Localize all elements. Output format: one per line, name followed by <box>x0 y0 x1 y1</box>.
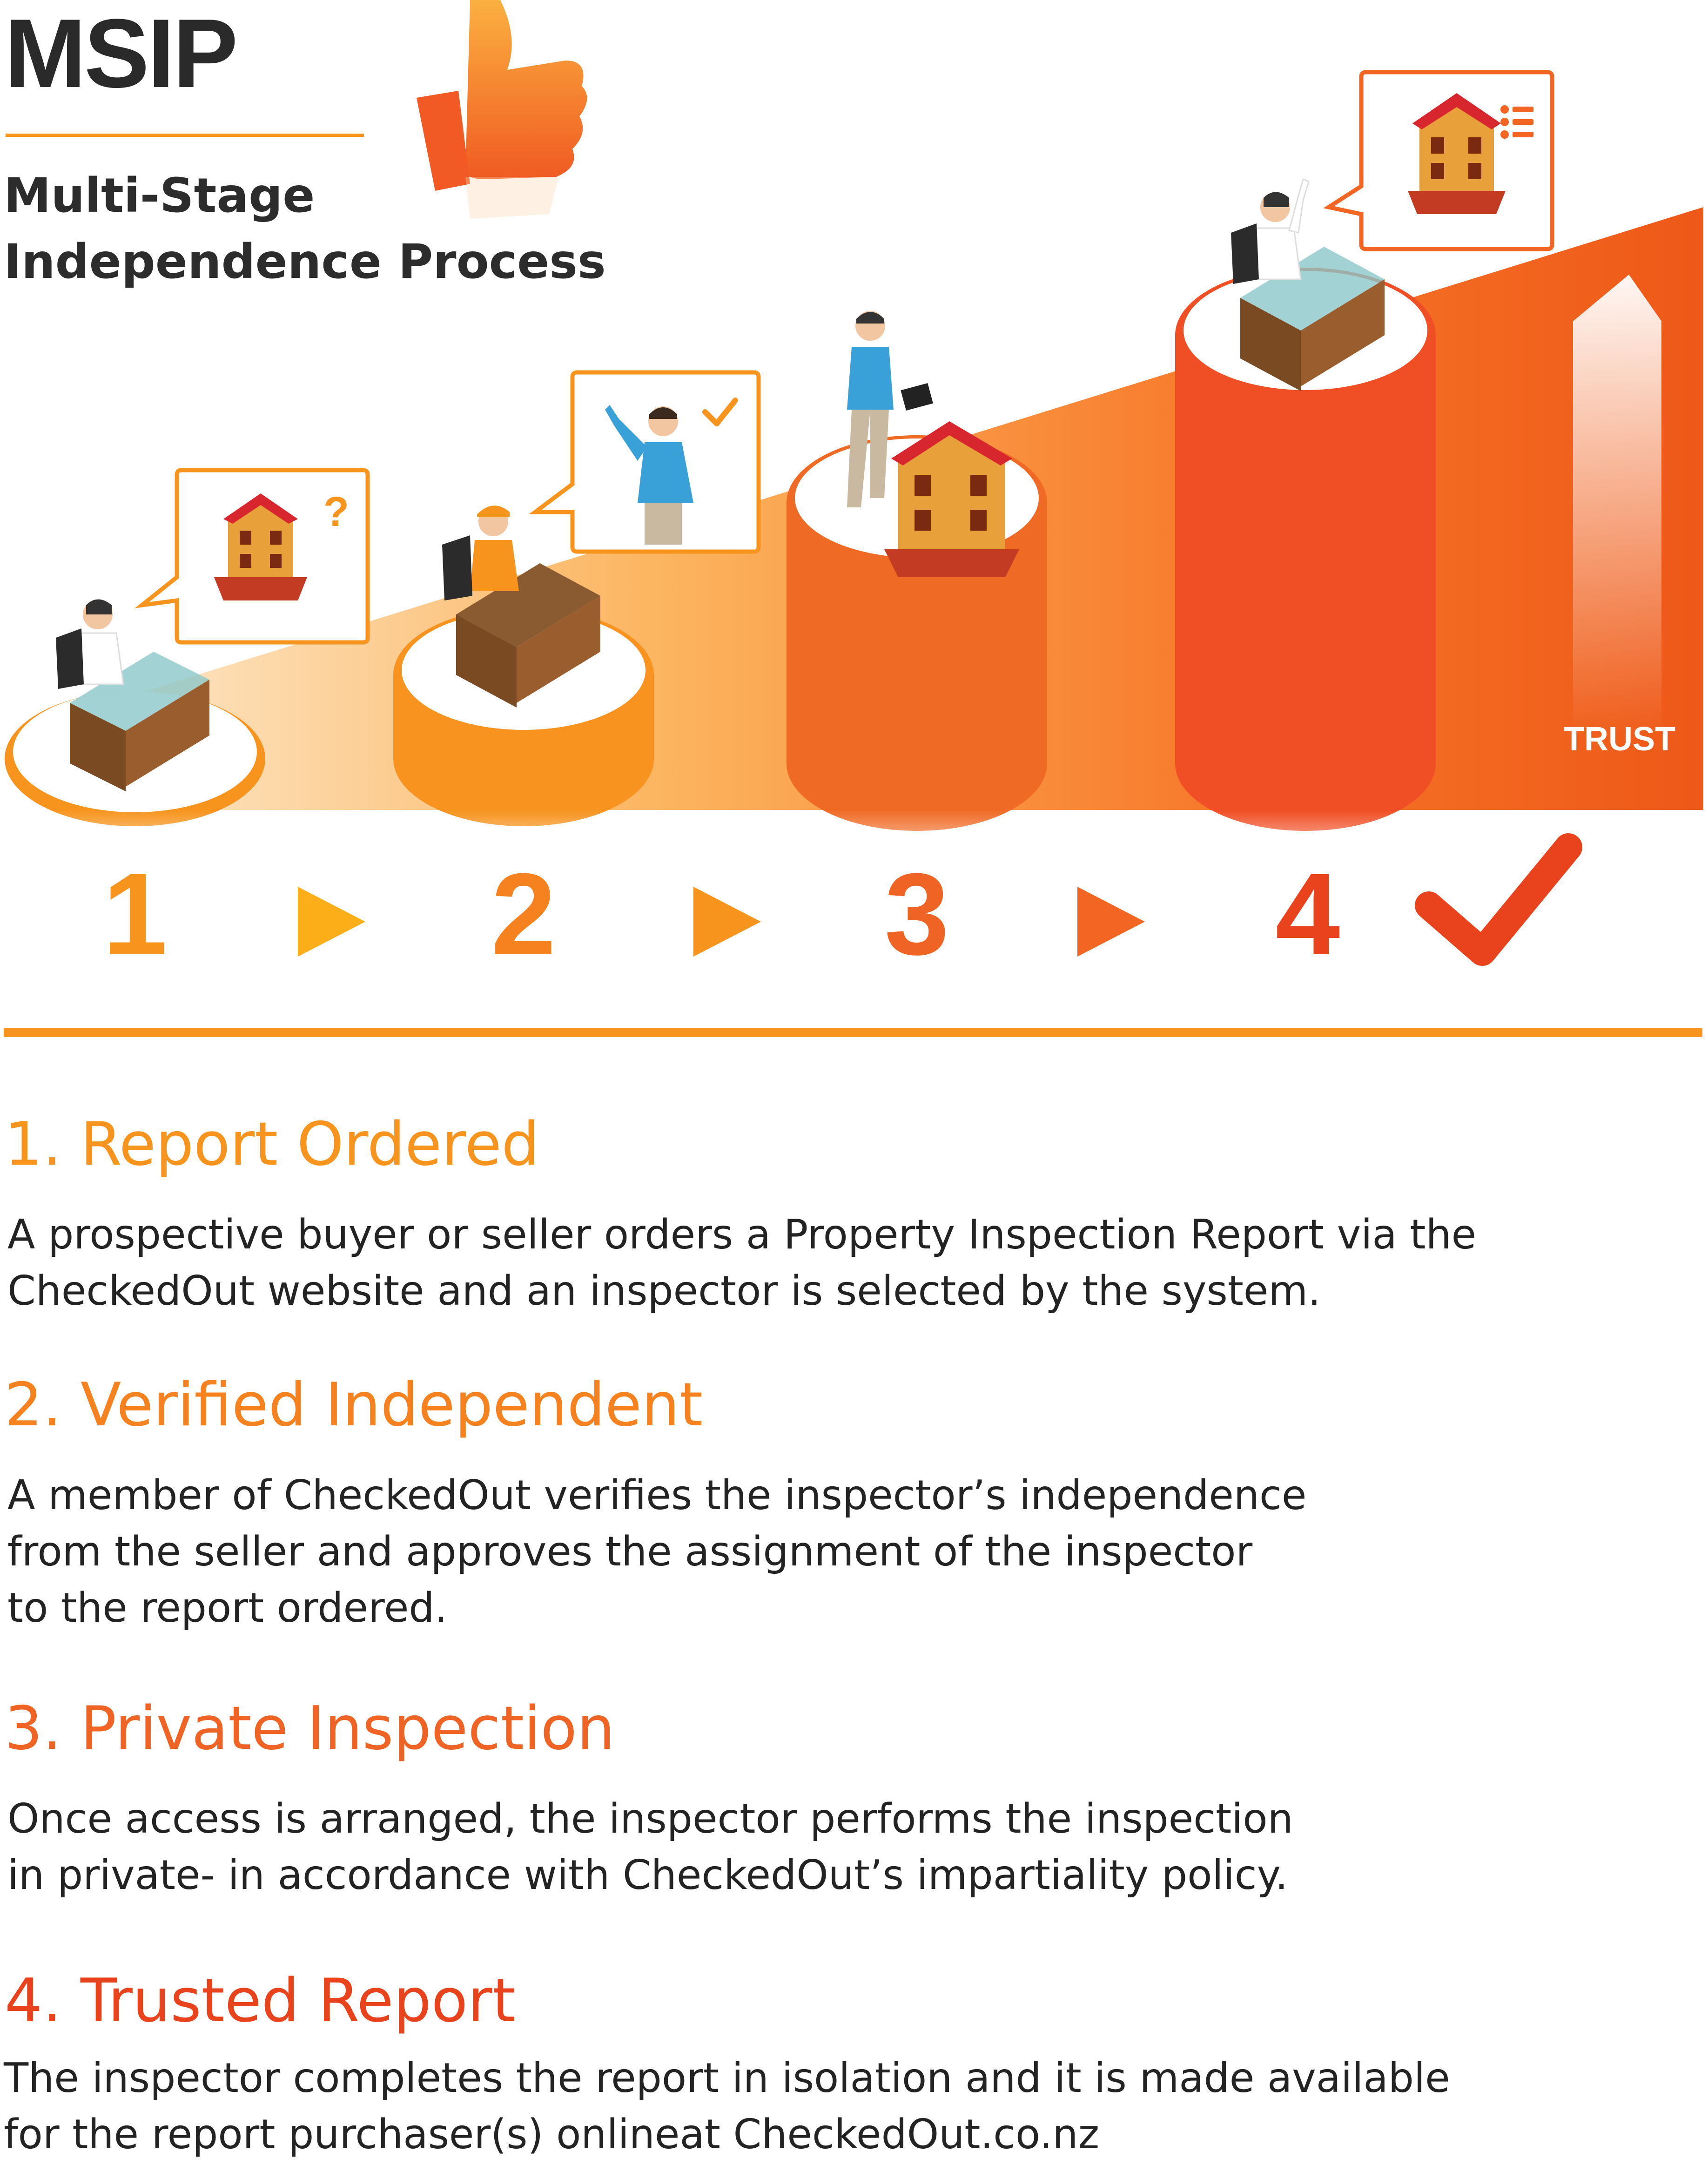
stage-4-line-2: for the report purchaser(s) onlineat Che… <box>4 2111 1100 2158</box>
stage-1-line-1: A prospective buyer or seller orders a P… <box>7 1211 1477 1259</box>
inspector-at-desk-2 <box>442 506 600 708</box>
step-number-1: 1 <box>102 849 167 979</box>
thumbs-up-icon <box>417 0 587 219</box>
stage-3-line-1: Once access is arranged, the inspector p… <box>7 1795 1293 1843</box>
house-icon <box>884 421 1019 577</box>
inspector-at-desk-4 <box>1231 178 1385 391</box>
stage-4-section: 4. Trusted Report The inspector complete… <box>4 1966 1661 2163</box>
stage-description-4: The inspector completes the report in is… <box>4 2050 1661 2163</box>
arrow-up-icon <box>1573 275 1661 735</box>
house-icon <box>1408 93 1506 214</box>
stage-description-2: A member of CheckedOut verifies the insp… <box>7 1467 1661 1636</box>
stage-1-line-2: CheckedOut website and an inspector is s… <box>7 1267 1321 1315</box>
arrow-right-icon <box>693 887 761 957</box>
stage-2-line-3: to the report ordered. <box>7 1584 448 1632</box>
page-title: MSIP <box>5 0 238 108</box>
question-mark-icon: ? <box>323 489 349 535</box>
stage-4-line-1: The inspector completes the report in is… <box>4 2054 1450 2102</box>
verifier-person-icon <box>605 405 693 545</box>
section-divider <box>4 1028 1702 1037</box>
house-icon <box>214 493 307 600</box>
step-number-3: 3 <box>884 849 949 979</box>
process-illustration: TRUST <box>0 0 1708 979</box>
stage-heading-1: 1. Report Ordered <box>5 1110 539 1179</box>
reflection-fade <box>0 810 1708 875</box>
stage-heading-4: 4. Trusted Report <box>5 1966 516 2036</box>
arrow-right-icon <box>1077 887 1145 957</box>
stage-heading-2: 2. Verified Independent <box>5 1370 703 1440</box>
subtitle-line-1: Multi-Stage <box>4 168 315 223</box>
subtitle-line-2: Independence Process <box>4 234 606 290</box>
arrow-right-icon <box>298 887 365 957</box>
callout-1: ? <box>134 468 370 645</box>
trust-label: TRUST <box>1564 721 1675 758</box>
callout-2 <box>529 370 761 554</box>
stage-3-section: 3. Private Inspection Once access is arr… <box>5 1694 1661 1903</box>
stage-2-line-1: A member of CheckedOut verifies the insp… <box>7 1471 1307 1519</box>
step-number-2: 2 <box>491 849 556 979</box>
checkmark-icon <box>702 398 738 426</box>
stage-description-1: A prospective buyer or seller orders a P… <box>7 1207 1661 1319</box>
title-underline <box>6 134 364 137</box>
callout-4 <box>1323 70 1554 251</box>
stage-3-line-2: in private- in accordance with CheckedOu… <box>7 1851 1288 1899</box>
stage-2-line-2: from the seller and approves the assignm… <box>7 1528 1253 1576</box>
stage-1-section: 1. Report Ordered A prospective buyer or… <box>5 1110 1661 1319</box>
checkmark-icon <box>1415 833 1582 966</box>
inspector-at-desk-1 <box>56 599 209 791</box>
stage-description-3: Once access is arranged, the inspector p… <box>7 1791 1661 1903</box>
step-number-4: 4 <box>1275 849 1340 979</box>
page-subtitle: Multi-Stage Independence Process <box>4 163 609 295</box>
inspector-with-house-3 <box>847 311 1019 577</box>
stage-2-section: 2. Verified Independent A member of Chec… <box>5 1371 1661 1636</box>
list-icon <box>1500 105 1533 139</box>
stage-heading-3: 3. Private Inspection <box>5 1694 615 1763</box>
